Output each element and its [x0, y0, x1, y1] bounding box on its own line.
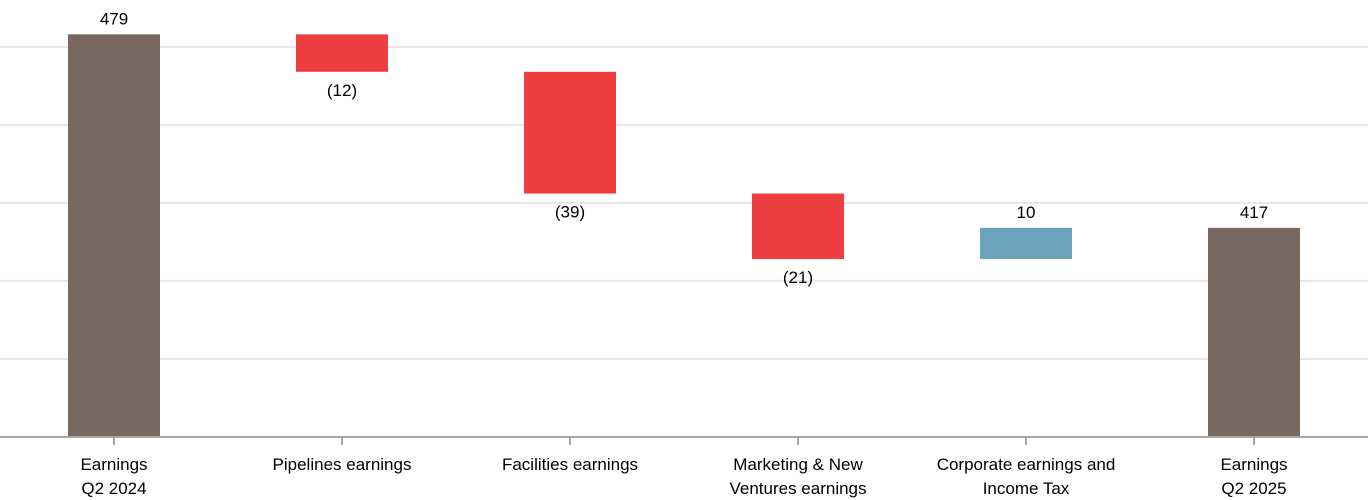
- x-tick-label: Earnings: [80, 455, 147, 474]
- x-tick-label: Q2 2025: [1221, 479, 1286, 498]
- x-tick-label: Pipelines earnings: [273, 455, 412, 474]
- bar-decrease: [752, 193, 844, 260]
- x-tick-label: Facilities earnings: [502, 455, 638, 474]
- x-tick-label: Q2 2024: [81, 479, 146, 498]
- data-label: (12): [327, 81, 357, 100]
- x-tick-label: Earnings: [1220, 455, 1287, 474]
- bar-decrease: [524, 71, 616, 194]
- data-label: (39): [555, 203, 585, 222]
- data-label: 479: [100, 9, 128, 28]
- bar-increase: [980, 227, 1072, 260]
- bar-total: [1208, 227, 1300, 437]
- bar-total: [68, 34, 160, 437]
- x-tick-label: Income Tax: [983, 479, 1070, 498]
- x-tick-label: Corporate earnings and: [937, 455, 1116, 474]
- x-tick-label: Ventures earnings: [729, 479, 866, 498]
- data-label: (21): [783, 268, 813, 287]
- data-label: 10: [1017, 203, 1036, 222]
- data-label: 417: [1240, 203, 1268, 222]
- x-tick-label: Marketing & New: [733, 455, 863, 474]
- bar-decrease: [296, 34, 388, 72]
